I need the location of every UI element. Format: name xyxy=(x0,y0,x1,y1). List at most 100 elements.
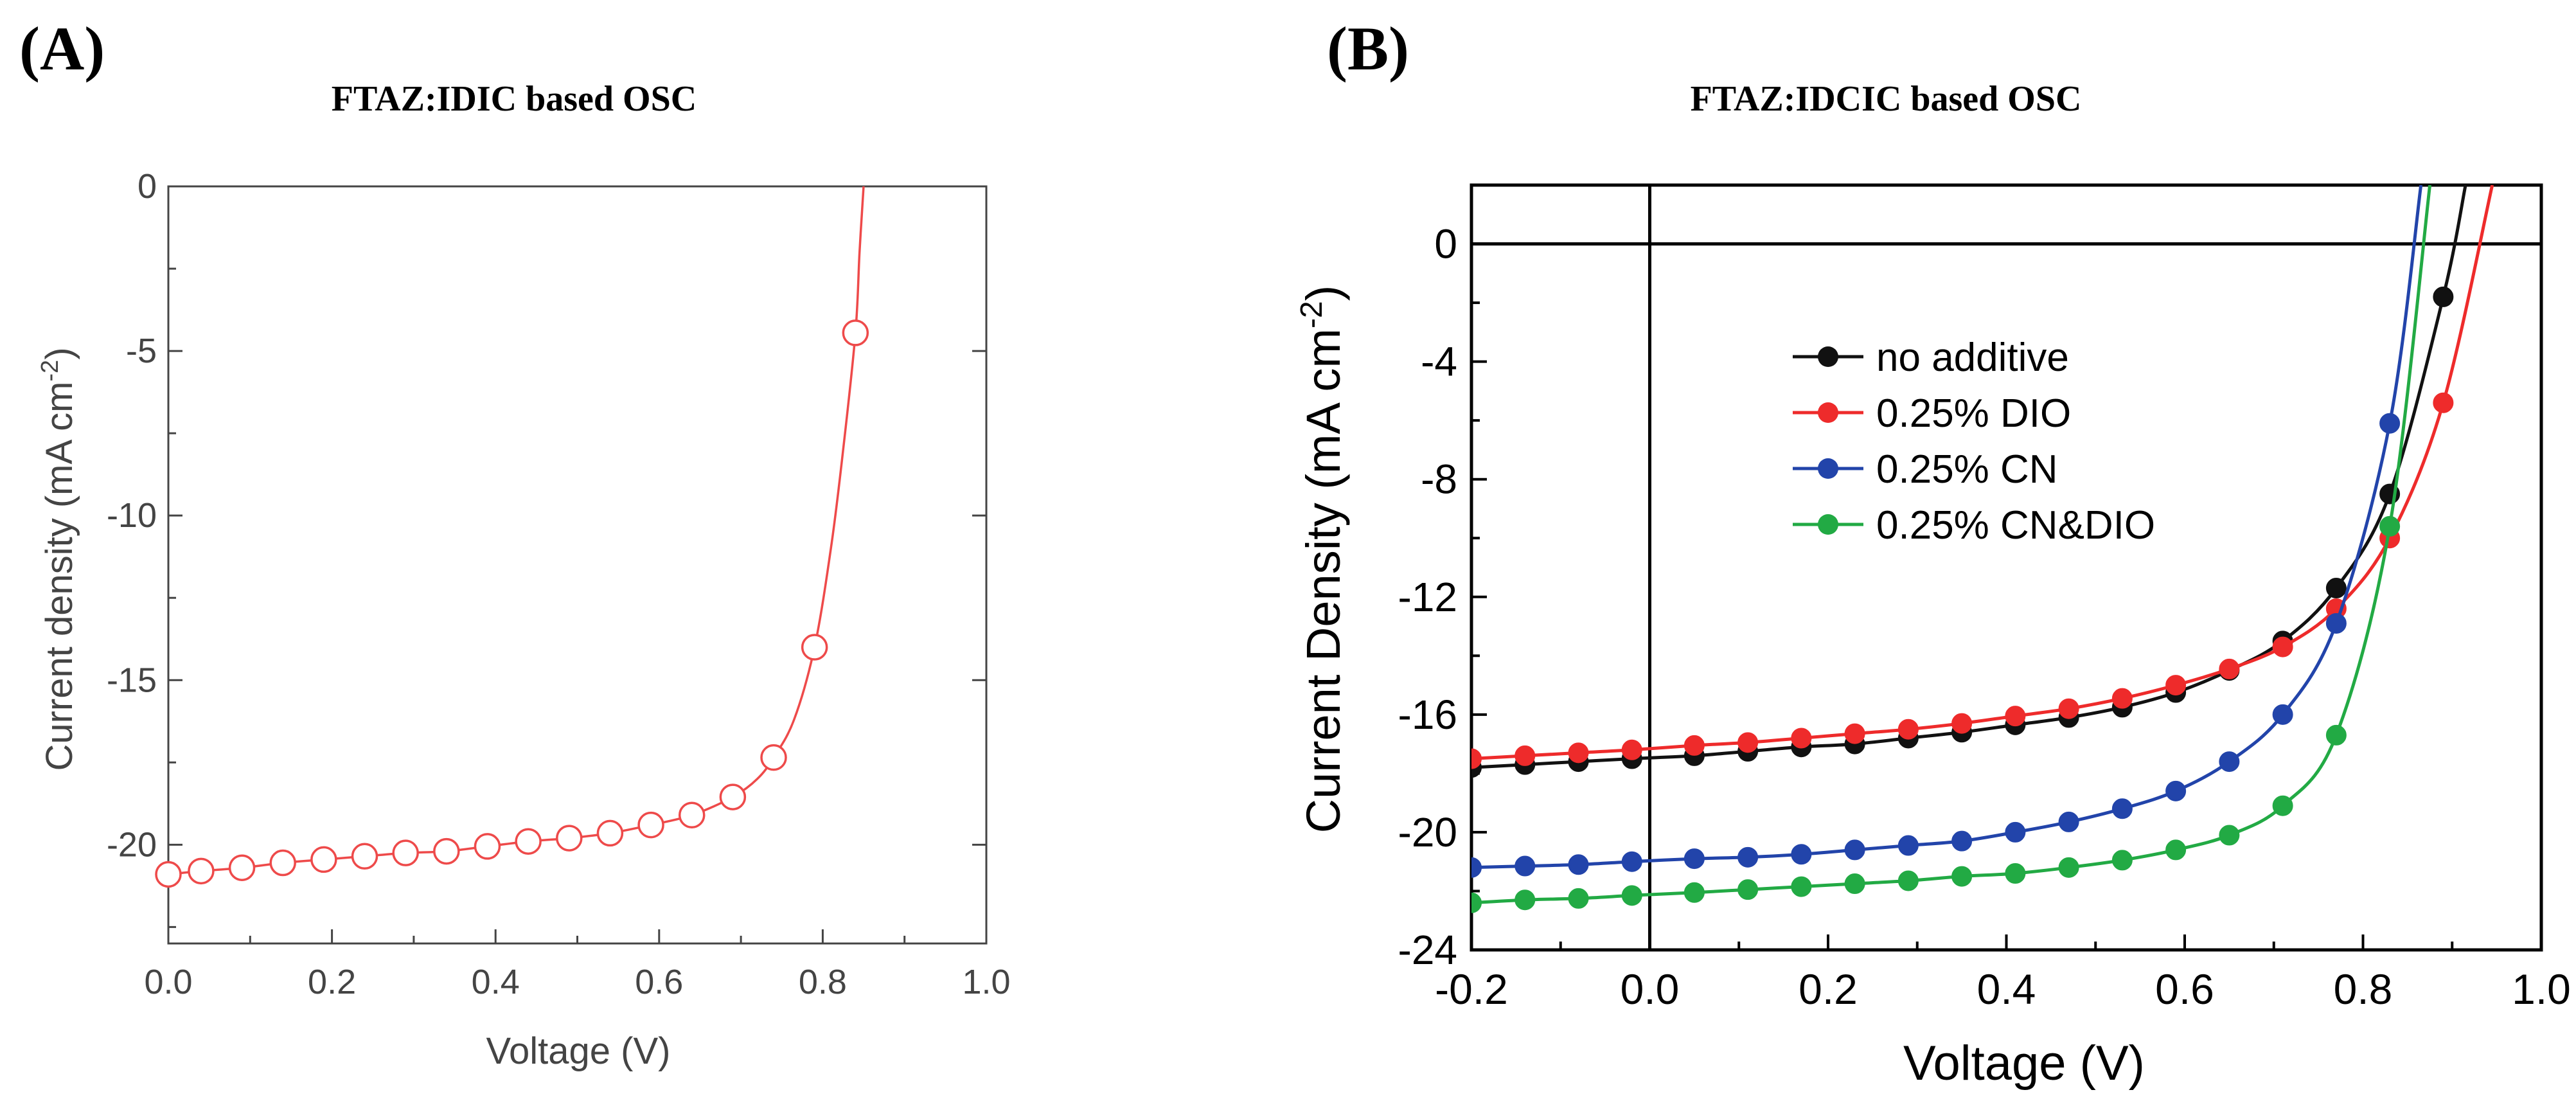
panel-a-y-tick-label: -20 xyxy=(107,825,157,864)
panel-a-x-tick-label: 0.6 xyxy=(635,963,683,1001)
panel-b-data-point xyxy=(1791,844,1812,865)
panel-b-data-point xyxy=(1683,735,1705,756)
panel-b-data-point xyxy=(2058,811,2079,832)
panel-b-y-tick-label: -20 xyxy=(1398,809,1458,855)
panel-a-label: (A) xyxy=(19,14,105,83)
panel-b-y-tick-label: -24 xyxy=(1398,927,1458,973)
panel-b-data-point xyxy=(1568,854,1589,875)
panel-b-data-point xyxy=(1737,846,1759,868)
panel-a-plot: 0.0 0.2 0.4 0.6 0.8 1.0 0 -5 -10 -15 -20 xyxy=(107,167,1011,1001)
panel-b-data-point xyxy=(2005,863,2026,884)
panel-b-x-axis-title: Voltage (V) xyxy=(1903,1036,2145,1091)
panel-a-y-tick-label: -10 xyxy=(107,496,157,535)
panel-b-y-tick-label: -4 xyxy=(1421,339,1457,385)
panel-b-legend: no additive 0.25% DIO 0.25% CN 0.25% CN&DIO xyxy=(1793,335,2155,548)
panel-b-data-point xyxy=(1515,855,1536,877)
panel-b-data-point xyxy=(2433,392,2454,413)
panel-a-title: FTAZ:IDIC based OSC xyxy=(332,79,697,119)
panel-b-data-point xyxy=(2433,286,2454,307)
panel-b-data-point xyxy=(1683,848,1705,870)
panel-b-data-point xyxy=(2111,850,2133,871)
panel-b-data-point xyxy=(1897,719,1919,740)
panel-b-x-tick-label: 0.6 xyxy=(2155,965,2214,1013)
panel-a-data-point xyxy=(155,861,182,888)
panel-b-data-point xyxy=(2219,825,2240,846)
panel-b-y-tick-label: 0 xyxy=(1434,221,1457,267)
panel-b-data-point xyxy=(1683,882,1705,903)
panel-a-x-tick-label: 0.2 xyxy=(308,963,356,1001)
legend-entry: no additive xyxy=(1876,335,2069,380)
panel-b-data-point xyxy=(1471,892,1482,913)
panel-a-data-point xyxy=(637,811,664,839)
panel-a-data-point xyxy=(719,783,747,810)
panel-a-series-line xyxy=(168,186,865,876)
panel-b-data-point xyxy=(1471,748,1482,769)
panel-b-y-tick-label: -8 xyxy=(1421,456,1457,503)
panel-b-data-point xyxy=(2005,706,2026,727)
legend-entry: 0.25% DIO xyxy=(1876,391,2071,436)
panel-b-data-point xyxy=(1515,745,1536,766)
panel-b-data-point xyxy=(2165,839,2187,861)
panel-b-x-tick-label: 0.0 xyxy=(1621,965,1680,1013)
panel-a-data-point xyxy=(842,319,869,346)
panel-b-data-point xyxy=(1568,742,1589,764)
panel-a-y-axis-title-sup: -2 xyxy=(37,360,64,382)
panel-b-data-point xyxy=(1737,879,1759,900)
panel-a-x-tick-label: 0.8 xyxy=(799,963,847,1001)
legend-entry: 0.25% CN xyxy=(1876,447,2058,492)
panel-b-data-point xyxy=(2219,751,2240,773)
panel-b-y-tick-label: -16 xyxy=(1398,692,1458,738)
panel-b-data-point xyxy=(1737,732,1759,753)
legend-entry: 0.25% CN&DIO xyxy=(1876,503,2155,548)
panel-b-data-point xyxy=(2005,821,2026,843)
panel-a-y-axis-title: Current density (mA cm-2) xyxy=(37,347,80,771)
panel-b-data-point xyxy=(2111,688,2133,709)
panel-b-data-point xyxy=(1951,866,1973,887)
panel-b-data-point xyxy=(1951,830,1973,852)
panel-b-data-point xyxy=(1621,885,1642,906)
panel-b-data-point xyxy=(2272,795,2293,816)
panel-b-data-point xyxy=(2272,636,2293,657)
panel-b-y-axis-title-end: ) xyxy=(1297,285,1350,301)
panel-b-data-point xyxy=(1791,728,1812,749)
legend-marker xyxy=(1818,458,1838,479)
panel-b-data-point xyxy=(2219,658,2240,679)
panel-b-data-point xyxy=(2058,698,2079,719)
panel-a-data-point xyxy=(310,846,337,873)
panel-b-x-tick-label: 0.4 xyxy=(1977,965,2036,1013)
panel-a-data-point xyxy=(556,825,583,852)
panel-a-x-tick-label: 0.4 xyxy=(472,963,520,1001)
panel-a-y-tick-label: -15 xyxy=(107,661,157,699)
panel-a-data-point xyxy=(392,839,419,866)
panel-a-y-axis-title-main: Current density (mA cm xyxy=(39,382,80,771)
panel-b-data-point xyxy=(2165,780,2187,801)
panel-b-title: FTAZ:IDCIC based OSC xyxy=(1691,79,2082,119)
panel-a-x-tick-label: 0.0 xyxy=(144,963,192,1001)
panel-b-data-point xyxy=(2111,798,2133,819)
panel-b-y-axis-title-main: Current Density (mA cm xyxy=(1297,328,1350,833)
panel-b-data-point xyxy=(1471,857,1482,878)
panel-a-data-point xyxy=(433,837,460,865)
panel-b-data-point xyxy=(1897,870,1919,891)
panel-b-y-axis-title: Current Density (mA cm-2) xyxy=(1295,285,1350,834)
panel-b-data-point xyxy=(2165,675,2187,696)
panel-a-x-axis-title: Voltage (V) xyxy=(486,1030,671,1072)
panel-b-data-point xyxy=(2325,612,2347,634)
panel-b-series-group xyxy=(1471,185,2494,913)
panel-b-data-point xyxy=(1897,835,1919,856)
panel-b-x-tick-label: 0.8 xyxy=(2334,965,2393,1013)
legend-marker xyxy=(1818,402,1838,423)
panel-a-data-point xyxy=(269,849,296,877)
panel-b-x-tick-label: 0.2 xyxy=(1799,965,1858,1013)
panel-a-data-point xyxy=(188,857,215,885)
panel-b-plot: -0.2 0.0 0.2 0.4 0.6 0.8 1.0 0 -4 -8 -12 -16 -20 -24 xyxy=(1398,183,2571,1013)
panel-b-data-point xyxy=(1515,889,1536,911)
panel-b-data-point xyxy=(2379,515,2401,537)
panel-b-data-point xyxy=(1791,876,1812,897)
panel-b-data-point xyxy=(1844,873,1865,895)
panel-a-data-point xyxy=(515,828,542,855)
panel-a-data-point xyxy=(678,801,706,829)
panel-a-y-tick-label: 0 xyxy=(138,167,157,206)
panel-a-data-point xyxy=(228,854,256,881)
